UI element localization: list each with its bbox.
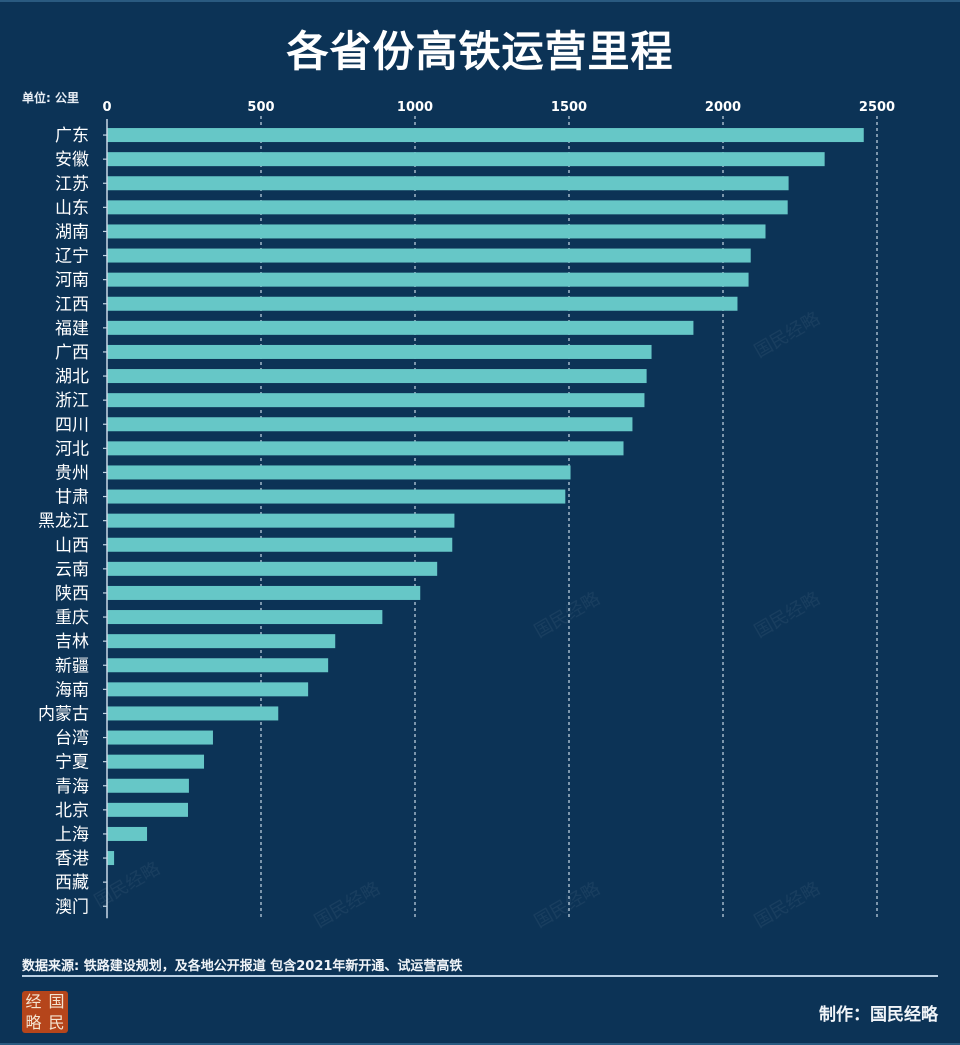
watermark-text: 国民经略 [531,878,604,930]
bar [107,296,738,311]
bar [107,248,751,263]
watermark-text: 国民经略 [751,308,824,362]
bar [107,754,205,769]
category-label: 西藏 [55,873,89,893]
bar [107,826,148,841]
category-label: 甘肃 [55,488,89,508]
category-label: 安徽 [55,150,89,170]
bar [107,706,279,721]
bar [107,851,115,866]
bar [107,513,455,528]
unit-label: 单位: 公里 [22,91,79,105]
category-label: 辽宁 [55,247,89,267]
category-label: 山西 [55,536,89,556]
x-tick-labels: 0 500 1000 1500 2000 2500 [102,100,895,115]
bar [107,176,789,191]
brand-logo: 经 国 略 民 [22,991,68,1033]
category-label: 湖北 [55,367,89,387]
bar [107,393,645,408]
bar [107,634,336,649]
watermark-text: 国民经略 [531,588,604,642]
footer-divider [22,975,938,977]
category-label: 北京 [55,801,89,821]
x-tick-label: 0 [102,100,111,115]
bottom-border [0,1043,960,1045]
category-label: 江西 [55,295,89,315]
bar [107,152,825,167]
x-tick-label: 1500 [551,100,587,115]
logo-char: 国 [48,992,65,1011]
bar [107,561,438,576]
bar [107,344,652,359]
category-labels: 广东安徽江苏山东湖南辽宁河南江西福建广西湖北浙江四川河北贵州甘肃黑龙江山西云南陕… [38,126,89,917]
bar [107,778,189,793]
bar [107,682,309,697]
y-axis-ticks [103,134,107,907]
category-label: 山东 [55,198,89,218]
category-label: 青海 [55,777,89,797]
category-label: 广东 [55,126,89,146]
category-label: 广西 [55,343,89,363]
watermark-text: 国民经略 [311,878,384,930]
category-label: 香港 [55,849,89,869]
category-label: 台湾 [55,729,89,749]
bar [107,802,189,817]
category-label: 江苏 [55,174,89,194]
chart-title: 各省份高铁运营里程 [286,27,674,76]
logo-char: 略 [25,1013,42,1032]
category-label: 新疆 [55,656,89,676]
category-label: 澳门 [55,897,89,917]
source-note: 数据来源: 铁路建设规划，及各地公开报道 包含2021年新开通、试运营高铁 [22,959,463,974]
bars [107,128,864,866]
category-label: 浙江 [55,391,89,411]
bar [107,224,766,239]
bar [107,489,566,504]
x-tick-label: 2500 [859,100,895,115]
bar [107,465,571,480]
bar [107,537,453,552]
category-label: 河北 [55,439,89,459]
bar [107,441,624,456]
category-label: 黑龙江 [38,512,89,532]
watermark-text: 国民经略 [751,878,824,930]
top-border [0,0,960,2]
category-label: 宁夏 [55,753,89,773]
bar [107,585,421,600]
logo-char: 经 [25,992,42,1011]
watermark-text: 国民经略 [91,858,164,912]
category-label: 河南 [55,271,89,291]
category-label: 重庆 [55,608,89,628]
category-label: 上海 [55,825,89,845]
category-label: 湖南 [55,222,89,242]
bar [107,369,647,384]
x-tick-label: 2000 [705,100,741,115]
category-label: 内蒙古 [38,704,89,724]
category-label: 福建 [55,319,89,339]
watermark-text: 国民经略 [751,588,824,642]
bar [107,200,788,215]
logo-char: 民 [48,1013,65,1032]
maker-credit: 制作：国民经略 [819,1005,938,1025]
bar [107,730,213,745]
bar [107,272,749,287]
category-label: 贵州 [55,463,89,483]
bar [107,128,864,143]
x-tick-label: 1000 [397,100,433,115]
category-label: 四川 [55,415,89,435]
bar [107,417,633,432]
category-label: 海南 [55,680,89,700]
bar [107,658,329,673]
bar [107,320,694,335]
category-label: 云南 [55,560,89,580]
x-tick-label: 500 [247,100,274,115]
bar [107,610,383,625]
category-label: 陕西 [55,584,89,604]
category-label: 吉林 [55,632,89,652]
